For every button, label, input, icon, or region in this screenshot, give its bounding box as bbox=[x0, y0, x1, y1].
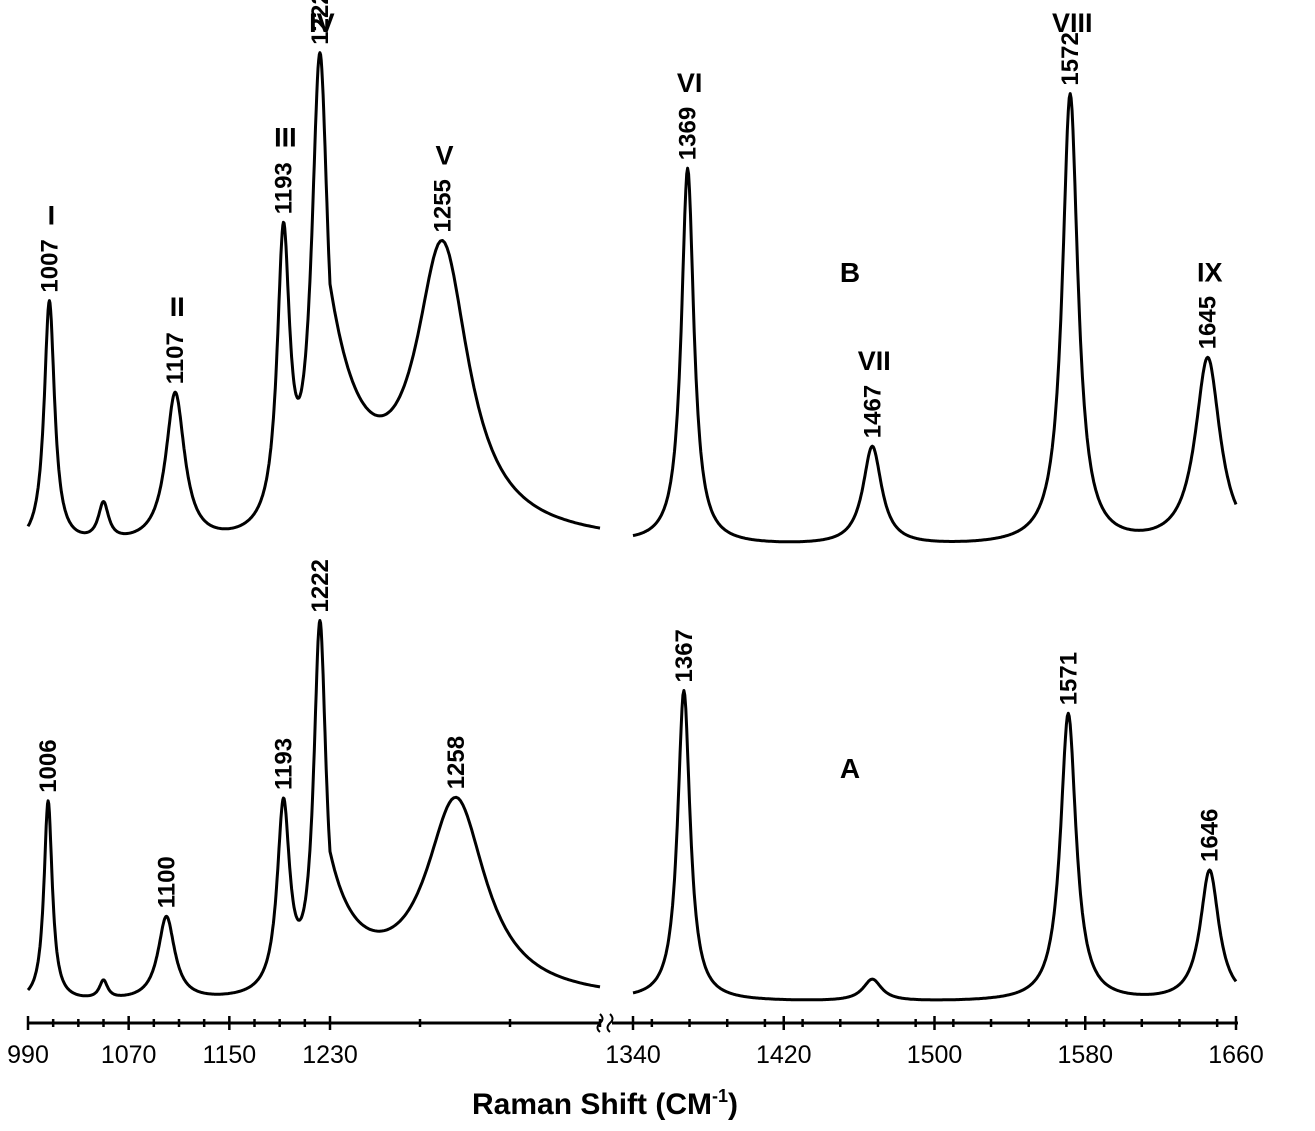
peak-label: 1222 bbox=[307, 559, 334, 612]
band-label: III bbox=[274, 122, 297, 152]
band-label: I bbox=[48, 201, 56, 231]
peak-label: 1107 bbox=[162, 332, 189, 384]
peak-label: 1571 bbox=[1055, 652, 1082, 705]
band-label: V bbox=[435, 141, 453, 171]
peak-label: 1258 bbox=[443, 736, 470, 789]
x-tick-label: 990 bbox=[7, 1041, 49, 1069]
band-label: IV bbox=[309, 8, 335, 38]
series-label-A: A bbox=[840, 753, 860, 784]
x-tick-label: 1580 bbox=[1057, 1041, 1113, 1069]
x-tick-label: 1340 bbox=[605, 1041, 661, 1069]
peak-label: 1007 bbox=[36, 239, 63, 292]
x-tick-label: 1660 bbox=[1208, 1041, 1264, 1069]
peak-label: 1222 bbox=[307, 0, 334, 45]
x-tick-label: 1420 bbox=[756, 1041, 812, 1069]
peak-label: 1645 bbox=[1195, 296, 1222, 349]
band-label: II bbox=[170, 292, 185, 322]
band-label: VII bbox=[858, 346, 891, 376]
peak-label: 1193 bbox=[270, 738, 297, 790]
x-axis-title: Raman Shift (CM-1) bbox=[472, 1086, 738, 1121]
band-label: VI bbox=[677, 68, 703, 98]
x-tick-label: 1230 bbox=[302, 1041, 358, 1069]
peak-label: 1467 bbox=[859, 385, 886, 438]
peak-label: 1367 bbox=[671, 629, 698, 682]
series-label-B: B bbox=[840, 257, 860, 288]
spectrum-line-B bbox=[26, 51, 1238, 544]
spectrum-line-A bbox=[26, 619, 1238, 1002]
peak-label: 1255 bbox=[430, 179, 457, 232]
x-tick-label: 1070 bbox=[101, 1041, 157, 1069]
x-tick-label: 1150 bbox=[202, 1041, 256, 1069]
x-axis: 990 1070 1150 1230 1340 1420 1500 1580 1660 bbox=[7, 1013, 1264, 1069]
peak-label: 1572 bbox=[1057, 32, 1084, 85]
x-tick-label: 1500 bbox=[907, 1041, 963, 1069]
band-label: VIII bbox=[1052, 8, 1093, 38]
peak-label: 1006 bbox=[35, 739, 62, 792]
spectrum-traces bbox=[26, 51, 1238, 1002]
peak-label: 1646 bbox=[1197, 809, 1224, 862]
peak-label: 1100 bbox=[153, 856, 180, 908]
peak-label: 1369 bbox=[675, 107, 702, 160]
peak-label: 1193 bbox=[270, 162, 297, 214]
band-label: IX bbox=[1197, 257, 1223, 287]
